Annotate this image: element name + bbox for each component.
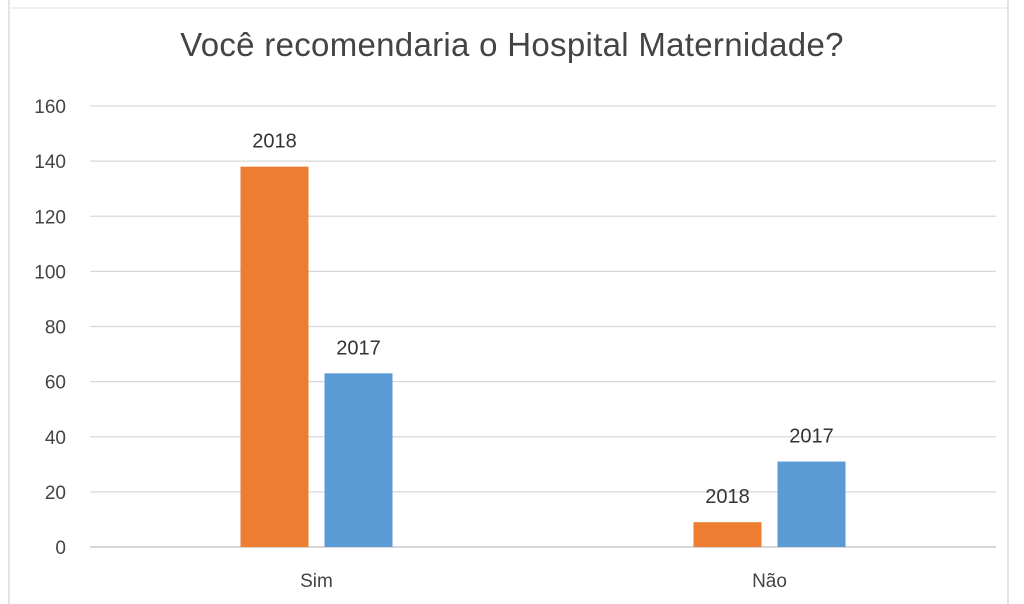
bar-sim-2017	[324, 373, 393, 547]
category-label: Sim	[300, 571, 333, 592]
y-tick-label: 40	[45, 428, 66, 449]
data-label: 2018	[252, 131, 297, 153]
y-tick-label: 160	[34, 97, 66, 118]
y-tick-label: 20	[45, 483, 66, 504]
data-label: 2018	[705, 486, 750, 508]
data-label: 2017	[336, 337, 381, 359]
bar-sim-2018	[240, 166, 309, 547]
bars	[240, 166, 846, 547]
y-tick-label: 140	[34, 152, 66, 173]
category-label: Não	[752, 571, 787, 592]
y-tick-label: 120	[34, 207, 66, 228]
y-tick-label: 100	[34, 262, 66, 283]
data-label: 2017	[789, 426, 834, 448]
data-labels: 2018 2017 2018 2017	[252, 131, 834, 509]
y-tick-label: 0	[55, 538, 66, 559]
bar-no-2018	[693, 522, 762, 547]
chart-frame	[8, 0, 1009, 604]
category-labels: Sim Não	[300, 571, 787, 592]
bar-no-2017	[777, 461, 846, 547]
y-tick-label: 80	[45, 318, 66, 339]
y-tick-label: 60	[45, 373, 66, 394]
y-axis-ticks: 0 20 40 60 80 100 120 140 160	[34, 97, 66, 559]
gridlines	[90, 105, 996, 548]
chart-title: Você recomendaria o Hospital Maternidade…	[180, 26, 844, 63]
